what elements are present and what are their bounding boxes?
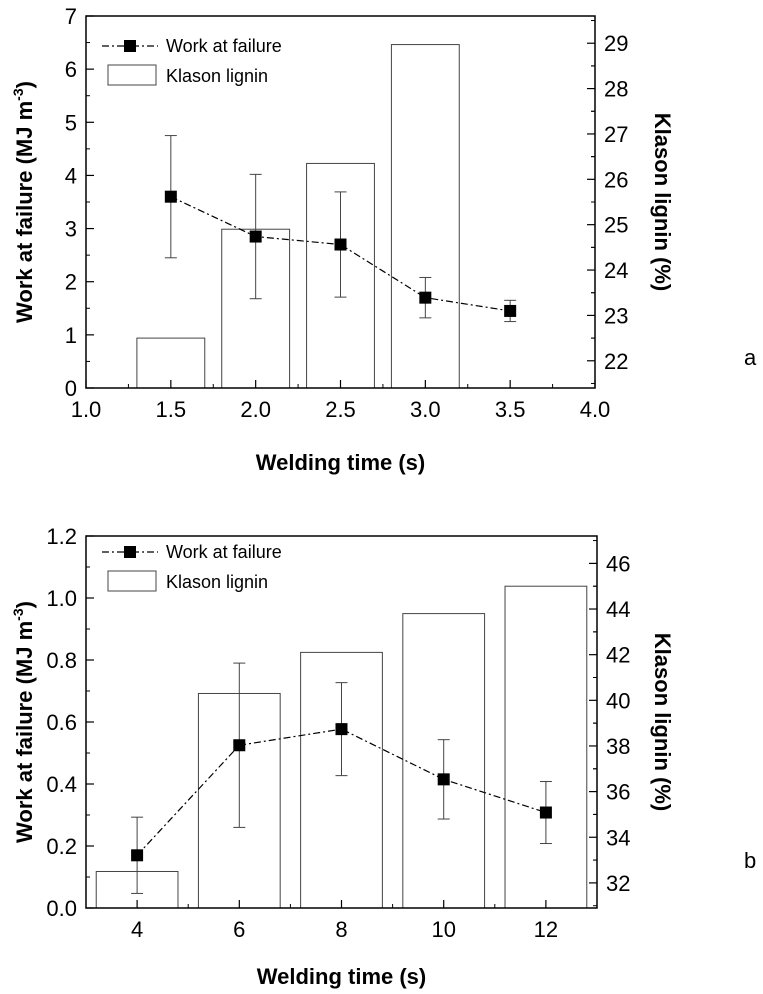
y-left-axis-title: Work at failure (MJ m-3)	[10, 601, 37, 843]
legend-label-work: Work at failure	[166, 542, 282, 562]
y-left-tick-label: 1	[65, 323, 77, 348]
y-right-tick-label: 46	[606, 551, 630, 576]
y-right-tick-label: 32	[606, 871, 630, 896]
work-at-failure-point	[437, 773, 450, 786]
work-at-failure-point	[164, 190, 177, 203]
work-at-failure-line	[136, 728, 547, 856]
legend-bar-swatch	[107, 570, 157, 592]
legend-label-work: Work at failure	[166, 36, 282, 56]
y-right-tick-label: 27	[604, 122, 628, 147]
x-tick-label: 12	[534, 917, 558, 942]
y-right-tick-label: 42	[606, 643, 630, 668]
y-right-tick-label: 28	[604, 77, 628, 102]
x-tick-label: 8	[335, 917, 347, 942]
work-at-failure-line	[170, 196, 511, 312]
y-right-tick-label: 36	[606, 780, 630, 805]
x-tick-label: 10	[431, 917, 455, 942]
lignin-bar	[390, 44, 460, 389]
x-tick-label: 6	[233, 917, 245, 942]
y-right-tick-label: 24	[604, 258, 628, 283]
y-right-tick-label: 38	[606, 734, 630, 759]
y-right-axis-title: Klason lignin (%)	[650, 113, 675, 291]
y-left-tick-label: 1.0	[46, 586, 77, 611]
y-left-tick-label: 0.6	[46, 710, 77, 735]
y-left-tick-label: 6	[65, 57, 77, 82]
x-tick-label: 3.0	[410, 397, 441, 422]
work-at-failure-point	[539, 806, 552, 819]
y-right-axis-title: Klason lignin (%)	[650, 633, 675, 811]
y-left-tick-label: 5	[65, 110, 77, 135]
panel-label: a	[744, 345, 757, 370]
y-right-tick-label: 25	[604, 213, 628, 238]
x-axis-title: Welding time (s)	[256, 450, 426, 475]
legend-marker-swatch	[124, 546, 136, 558]
y-right-tick-label: 40	[606, 688, 630, 713]
y-right-tick-label: 44	[606, 597, 630, 622]
work-at-failure-point	[504, 304, 517, 317]
y-left-tick-label: 7	[65, 4, 77, 29]
x-axis-title: Welding time (s)	[257, 964, 427, 989]
work-at-failure-point	[335, 723, 348, 736]
x-tick-label: 2.0	[240, 397, 271, 422]
y-left-tick-label: 2	[65, 270, 77, 295]
x-tick-label: 1.5	[156, 397, 187, 422]
y-left-axis-title: Work at failure (MJ m-3)	[10, 81, 37, 323]
y-left-tick-label: 0.4	[46, 772, 77, 797]
y-right-tick-label: 23	[604, 303, 628, 328]
legend-bar-swatch	[107, 64, 157, 86]
chart-panel-b: 4 6 8 10 120.00.20.40.60.81.01.2323436384042…	[10, 524, 756, 989]
y-left-tick-label: 0	[65, 376, 77, 401]
y-right-tick-label: 22	[604, 349, 628, 374]
work-at-failure-point	[334, 238, 347, 251]
legend-marker-swatch	[124, 40, 136, 52]
y-left-tick-label: 0.0	[46, 896, 77, 921]
x-tick-label: 4.0	[580, 397, 611, 422]
y-left-tick-label: 0.8	[46, 648, 77, 673]
x-tick-label: 2.5	[325, 397, 356, 422]
legend-label-lignin: Klason lignin	[166, 66, 268, 86]
x-tick-label: 1.0	[71, 397, 102, 422]
chart-panel-a: 1.0 1.5 2.0 2.5 3.0 3.5 4.00123456722232425262…	[10, 4, 757, 475]
work-at-failure-point	[233, 739, 246, 752]
y-right-tick-label: 26	[604, 167, 628, 192]
y-left-tick-label: 4	[65, 163, 77, 188]
work-at-failure-point	[131, 849, 144, 862]
y-left-tick-label: 1.2	[46, 524, 77, 549]
x-tick-label: 3.5	[495, 397, 526, 422]
y-right-tick-label: 34	[606, 825, 630, 850]
y-left-tick-label: 0.2	[46, 834, 77, 859]
panel-label: b	[744, 848, 756, 873]
legend-label-lignin: Klason lignin	[166, 572, 268, 592]
x-tick-label: 4	[131, 917, 143, 942]
work-at-failure-point	[249, 230, 262, 243]
work-at-failure-point	[419, 291, 432, 304]
lignin-bar	[504, 585, 588, 909]
y-left-tick-label: 3	[65, 217, 77, 242]
y-right-tick-label: 29	[604, 31, 628, 56]
